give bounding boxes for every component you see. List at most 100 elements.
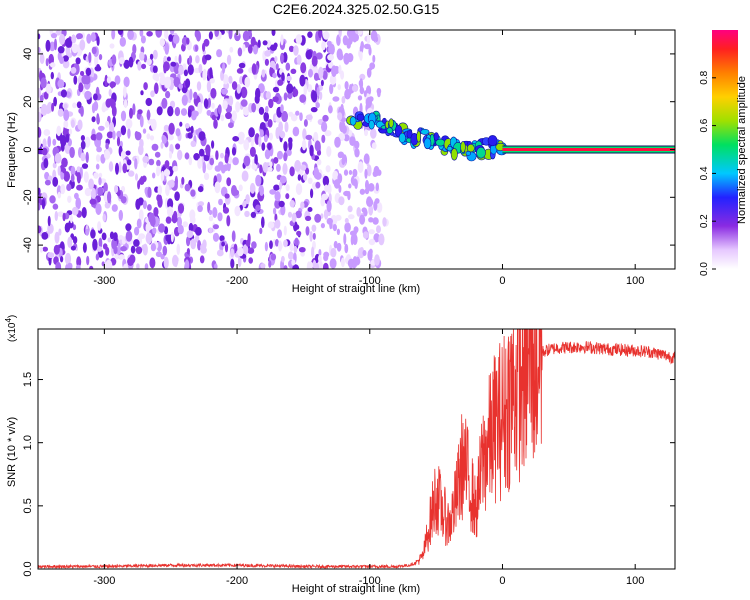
noise-speck <box>203 98 209 109</box>
noise-speck <box>86 33 92 44</box>
signal-blob <box>356 113 365 122</box>
noise-speck <box>50 71 54 80</box>
noise-speck <box>159 38 166 47</box>
noise-speck <box>79 39 86 51</box>
noise-speck <box>98 177 102 186</box>
noise-speck <box>263 111 270 122</box>
noise-speck <box>49 62 56 68</box>
snr-y-tick-label: 1.0 <box>22 435 34 450</box>
noise-speck <box>280 104 284 114</box>
noise-speck <box>106 76 112 84</box>
noise-speck <box>122 263 130 269</box>
noise-speck <box>368 217 374 223</box>
noise-speck <box>277 79 284 86</box>
noise-speck <box>363 208 368 217</box>
noise-speck <box>274 199 281 209</box>
noise-speck <box>118 57 125 65</box>
noise-speck <box>217 212 223 222</box>
noise-speck <box>274 239 279 247</box>
noise-speck <box>45 58 49 67</box>
signal-blob <box>450 148 458 161</box>
noise-speck <box>93 172 99 179</box>
noise-speck <box>208 31 213 40</box>
noise-speck <box>359 188 366 195</box>
noise-speck <box>283 225 287 236</box>
noise-speck <box>208 215 214 222</box>
noise-speck <box>38 87 42 98</box>
noise-speck <box>305 167 310 175</box>
noise-speck <box>113 246 118 255</box>
noise-speck <box>78 108 84 114</box>
noise-speck <box>147 187 152 198</box>
noise-speck <box>96 113 100 125</box>
noise-speck <box>117 30 123 35</box>
noise-speck <box>45 83 52 94</box>
noise-speck <box>137 61 142 71</box>
noise-speck <box>186 236 191 247</box>
noise-speck <box>225 112 232 120</box>
noise-speck <box>359 51 363 61</box>
snr-frame <box>37 328 676 570</box>
noise-speck <box>138 177 145 185</box>
noise-speck <box>296 230 302 237</box>
noise-speck <box>276 163 281 172</box>
noise-speck <box>371 142 377 150</box>
noise-speck <box>316 159 322 166</box>
noise-speck <box>178 65 184 76</box>
noise-speck <box>359 44 364 54</box>
noise-speck <box>348 129 352 137</box>
noise-speck <box>286 75 292 82</box>
noise-speck <box>95 246 103 252</box>
noise-speck <box>127 127 131 139</box>
noise-speck <box>294 160 301 172</box>
noise-speck <box>264 149 271 160</box>
noise-speck <box>255 204 261 212</box>
noise-speck <box>38 202 41 211</box>
noise-speck <box>202 161 206 174</box>
noise-speck <box>302 173 308 181</box>
noise-speck <box>326 146 332 157</box>
noise-speck <box>122 85 127 98</box>
noise-speck <box>247 247 255 254</box>
noise-speck <box>135 198 141 210</box>
noise-speck <box>375 182 379 192</box>
noise-speck <box>152 172 156 179</box>
noise-speck <box>189 209 196 221</box>
noise-speck <box>166 206 174 217</box>
noise-speck <box>142 128 147 134</box>
noise-speck <box>273 207 277 215</box>
noise-speck <box>174 191 180 201</box>
noise-speck <box>186 37 190 45</box>
noise-speck <box>178 83 183 90</box>
noise-speck <box>242 30 250 42</box>
noise-speck <box>326 210 332 217</box>
noise-speck <box>167 134 174 141</box>
noise-speck <box>209 157 215 166</box>
noise-speck <box>72 102 77 109</box>
spectrogram-y-ticks: -40 -20 0 20 40 <box>22 48 675 253</box>
noise-speck <box>349 30 356 42</box>
noise-speck <box>156 106 163 116</box>
noise-speck <box>114 75 121 85</box>
noise-speck <box>338 30 342 38</box>
noise-speck <box>76 166 81 173</box>
noise-speck <box>90 32 96 43</box>
noise-speck <box>85 151 89 164</box>
noise-speck <box>193 91 198 100</box>
noise-speck <box>348 170 353 175</box>
noise-speck <box>69 146 75 159</box>
noise-speck <box>105 120 110 128</box>
noise-speck <box>76 184 83 191</box>
noise-speck <box>352 260 356 269</box>
noise-speck <box>143 82 148 91</box>
noise-speck <box>200 243 206 252</box>
noise-speck <box>311 90 318 103</box>
noise-speck <box>184 123 190 129</box>
noise-speck <box>197 201 205 207</box>
noise-speck <box>338 64 342 75</box>
noise-speck <box>242 44 246 52</box>
noise-speck <box>330 247 337 258</box>
noise-speck <box>190 238 197 250</box>
noise-speck <box>319 91 323 100</box>
noise-speck <box>274 191 281 202</box>
